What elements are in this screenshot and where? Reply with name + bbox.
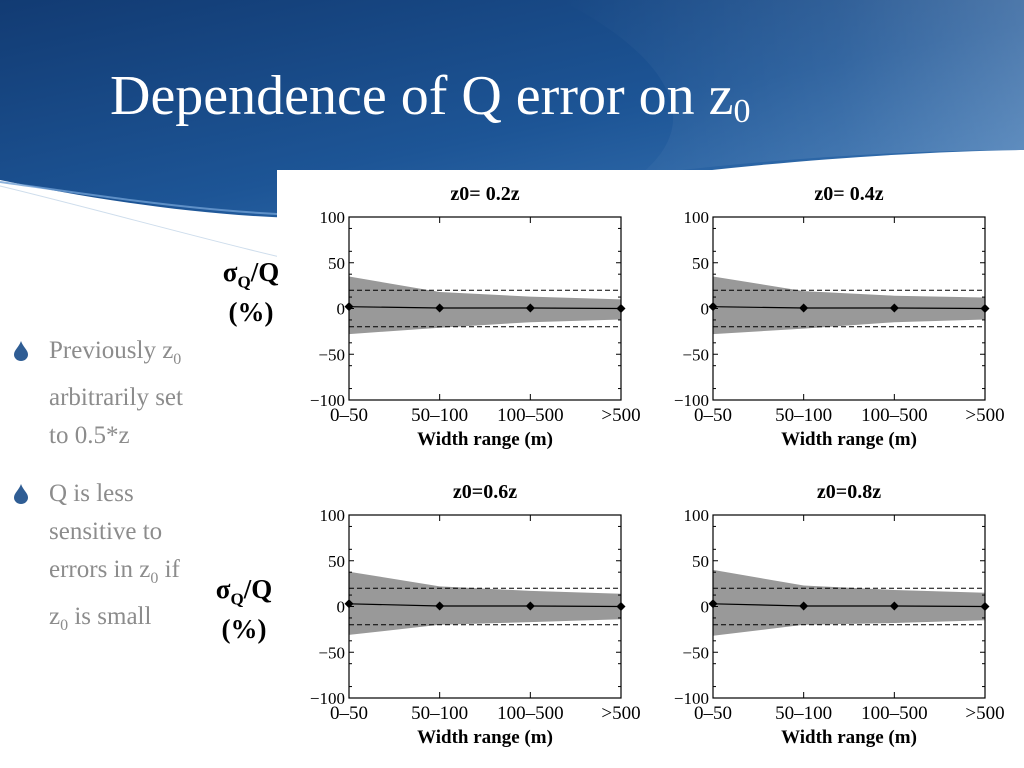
error-band bbox=[713, 276, 985, 335]
y-tick-label: −50 bbox=[318, 345, 345, 364]
data-point bbox=[708, 302, 718, 312]
x-tick-label: >500 bbox=[601, 703, 640, 724]
y-tick-label: 0 bbox=[701, 598, 710, 617]
y-tick-label: −100 bbox=[674, 689, 709, 708]
bullet-item: Q is less sensitive to errors in z0 if z… bbox=[14, 475, 254, 645]
series-line bbox=[712, 603, 986, 608]
series-line bbox=[348, 306, 622, 310]
series-line bbox=[712, 306, 986, 310]
x-tick-label: 100–500 bbox=[861, 703, 928, 724]
y-tick-label: −100 bbox=[674, 391, 709, 410]
x-tick-label: 50–100 bbox=[411, 703, 468, 724]
x-axis-label: Width range (m) bbox=[417, 727, 553, 748]
y-tick-label: −100 bbox=[310, 391, 345, 410]
y-tick-label: 100 bbox=[320, 506, 346, 525]
y-tick-label: −50 bbox=[318, 643, 345, 662]
bullet-text: Q is less sensitive to errors in z0 if z… bbox=[49, 480, 180, 634]
x-axis-label: Width range (m) bbox=[781, 727, 917, 748]
x-tick-label: 0–50 bbox=[330, 405, 368, 426]
data-point bbox=[616, 602, 626, 611]
chart-title: z0=0.6z bbox=[453, 481, 517, 503]
y-tick-label: 0 bbox=[701, 300, 710, 319]
water-drop-icon bbox=[14, 484, 28, 504]
x-tick-label: 0–50 bbox=[694, 703, 732, 724]
y-tick-label: 0 bbox=[337, 598, 346, 617]
data-point bbox=[799, 601, 809, 611]
x-tick-label: 0–50 bbox=[330, 703, 368, 724]
bullet-item: Previously z0 arbitrarily set to 0.5*z bbox=[14, 332, 254, 455]
data-point bbox=[980, 602, 990, 611]
x-tick-label: 50–100 bbox=[411, 405, 468, 426]
x-tick-label: 100–500 bbox=[497, 703, 564, 724]
chart-title: z0= 0.4z bbox=[814, 183, 883, 205]
y-tick-label: −100 bbox=[310, 689, 345, 708]
figure-panel: 100 50 0 −50 −100 0–50 50–100 100–500 >500 z0= 0.… bbox=[216, 170, 1024, 768]
x-tick-label: 100–500 bbox=[497, 405, 564, 426]
x-tick-label: 50–100 bbox=[775, 703, 832, 724]
y-axis-label-top: σQ/Q (%) bbox=[222, 257, 280, 328]
error-band bbox=[349, 276, 621, 335]
chart-title: z0= 0.2z bbox=[450, 183, 519, 205]
y-tick-label: −50 bbox=[682, 345, 709, 364]
x-axis-label: Width range (m) bbox=[781, 429, 917, 450]
bullet-list: Previously z0 arbitrarily set to 0.5*z Q … bbox=[14, 332, 254, 645]
data-point bbox=[344, 599, 354, 609]
data-point bbox=[616, 304, 626, 313]
x-tick-label: 0–50 bbox=[694, 405, 732, 426]
data-point bbox=[980, 304, 990, 313]
x-axis-label: Width range (m) bbox=[417, 429, 553, 450]
y-tick-label: 50 bbox=[328, 254, 345, 273]
y-tick-label: 100 bbox=[320, 208, 346, 227]
chart-title: z0=0.8z bbox=[817, 481, 881, 503]
x-tick-label: >500 bbox=[965, 703, 1004, 724]
data-point bbox=[889, 601, 899, 611]
y-tick-label: 100 bbox=[684, 208, 710, 227]
error-band bbox=[713, 569, 985, 636]
x-tick-label: >500 bbox=[601, 405, 640, 426]
water-drop-icon bbox=[14, 341, 28, 361]
y-tick-label: 50 bbox=[692, 552, 709, 571]
data-point bbox=[525, 303, 535, 313]
bullet-text: Previously z0 arbitrarily set to 0.5*z bbox=[49, 337, 183, 449]
x-tick-label: >500 bbox=[965, 405, 1004, 426]
y-tick-label: 50 bbox=[692, 254, 709, 273]
y-axis-label-bottom: σQ/Q (%) bbox=[215, 574, 273, 645]
y-tick-label: 0 bbox=[337, 300, 346, 319]
data-point bbox=[708, 599, 718, 609]
slide-title: Dependence of Q error on z0 bbox=[110, 65, 751, 130]
data-point bbox=[889, 303, 899, 313]
series-line bbox=[348, 603, 622, 608]
y-tick-label: −50 bbox=[682, 643, 709, 662]
data-point bbox=[344, 302, 354, 312]
data-point bbox=[435, 601, 445, 611]
data-point bbox=[799, 303, 809, 313]
x-tick-label: 50–100 bbox=[775, 405, 832, 426]
y-tick-label: 50 bbox=[328, 552, 345, 571]
y-tick-label: 100 bbox=[684, 506, 710, 525]
data-point bbox=[435, 303, 445, 313]
error-band bbox=[349, 571, 621, 635]
x-tick-label: 100–500 bbox=[861, 405, 928, 426]
